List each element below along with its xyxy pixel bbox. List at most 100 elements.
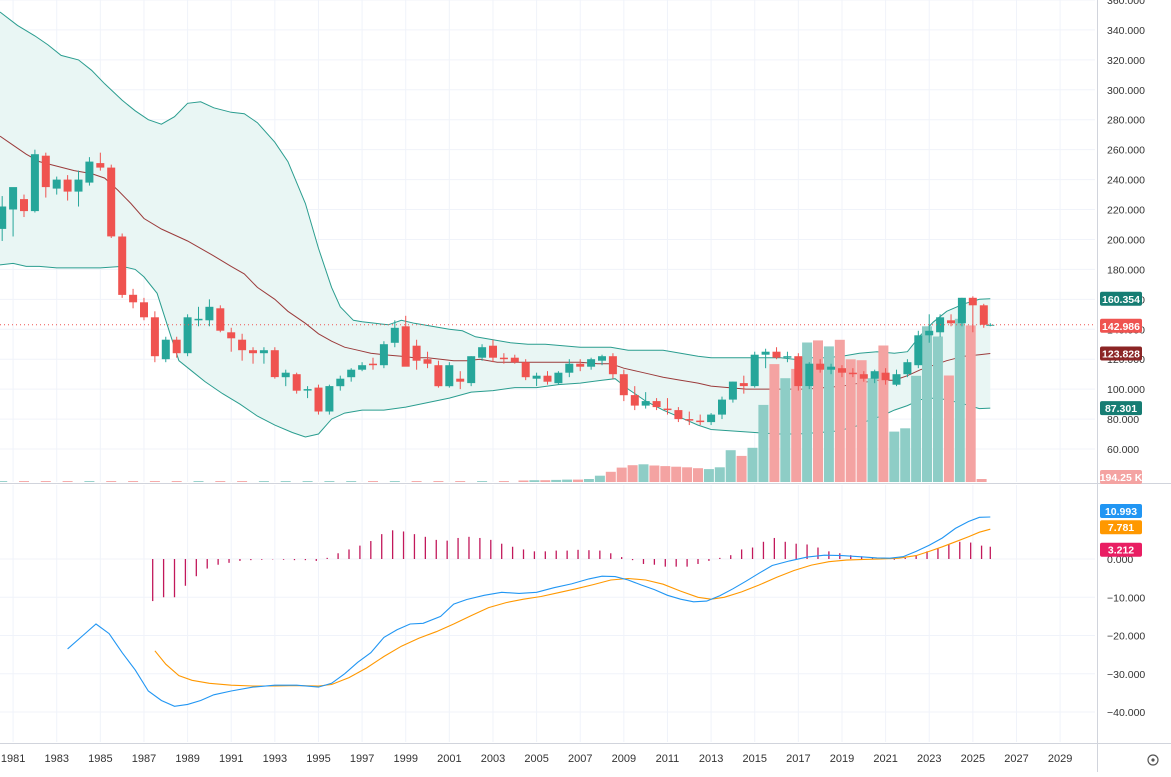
x-tick-label: 1993: [263, 753, 287, 765]
candle[interactable]: [456, 371, 465, 390]
candle[interactable]: [925, 314, 934, 343]
candle[interactable]: [401, 315, 410, 367]
candle[interactable]: [652, 398, 661, 411]
candle[interactable]: [794, 353, 803, 391]
candle[interactable]: [554, 371, 563, 385]
candle[interactable]: [303, 386, 312, 399]
candle[interactable]: [270, 347, 279, 379]
candle[interactable]: [379, 341, 388, 369]
candle[interactable]: [281, 369, 290, 387]
candle[interactable]: [358, 362, 367, 372]
candle[interactable]: [619, 369, 628, 402]
candle[interactable]: [881, 368, 890, 385]
candle[interactable]: [750, 351, 759, 388]
candle[interactable]: [347, 368, 356, 382]
candle[interactable]: [150, 311, 159, 363]
candle[interactable]: [859, 371, 868, 382]
candle[interactable]: [598, 354, 606, 366]
candle[interactable]: [772, 347, 781, 360]
candle-body: [587, 359, 596, 367]
candle[interactable]: [325, 384, 334, 415]
candle[interactable]: [630, 386, 639, 411]
candle[interactable]: [216, 305, 225, 333]
candle-body: [467, 356, 476, 384]
candle[interactable]: [336, 375, 345, 391]
candle[interactable]: [205, 299, 214, 327]
candle[interactable]: [761, 348, 770, 369]
candle[interactable]: [9, 187, 18, 237]
candle[interactable]: [194, 306, 203, 327]
candle[interactable]: [74, 170, 83, 207]
candle[interactable]: [30, 149, 39, 213]
candle[interactable]: [423, 351, 432, 369]
candle[interactable]: [816, 359, 825, 373]
candle[interactable]: [390, 320, 399, 348]
candle[interactable]: [979, 303, 988, 328]
candle[interactable]: [986, 323, 995, 327]
volume-bar: [660, 466, 671, 482]
candle[interactable]: [805, 362, 814, 390]
candle[interactable]: [249, 347, 257, 364]
candle[interactable]: [259, 347, 268, 364]
candle[interactable]: [838, 365, 846, 378]
candle[interactable]: [412, 339, 421, 370]
candle[interactable]: [543, 371, 552, 385]
candle[interactable]: [292, 372, 301, 394]
candle[interactable]: [96, 152, 105, 171]
candle[interactable]: [947, 314, 955, 327]
candle[interactable]: [107, 164, 116, 238]
candle[interactable]: [41, 152, 50, 198]
candle[interactable]: [968, 296, 977, 333]
candle[interactable]: [314, 384, 323, 415]
candle[interactable]: [445, 362, 454, 388]
candle[interactable]: [532, 372, 541, 387]
candle[interactable]: [848, 368, 857, 378]
candle[interactable]: [20, 194, 28, 218]
candle[interactable]: [608, 353, 617, 379]
candle[interactable]: [183, 314, 192, 357]
candle[interactable]: [238, 333, 247, 361]
candle[interactable]: [685, 411, 694, 426]
candle[interactable]: [510, 354, 519, 364]
candle[interactable]: [957, 297, 966, 327]
candle[interactable]: [85, 157, 94, 186]
candle[interactable]: [172, 336, 181, 358]
candle[interactable]: [641, 392, 650, 409]
candle[interactable]: [728, 381, 737, 403]
candle[interactable]: [499, 353, 508, 364]
candle[interactable]: [707, 413, 716, 426]
candle[interactable]: [827, 363, 836, 375]
candle[interactable]: [118, 233, 127, 298]
candle[interactable]: [369, 357, 377, 370]
candle[interactable]: [161, 336, 170, 363]
candle[interactable]: [903, 359, 912, 378]
candle[interactable]: [870, 369, 879, 384]
candle[interactable]: [565, 359, 574, 378]
candle[interactable]: [227, 327, 236, 352]
candle[interactable]: [52, 176, 61, 195]
candles[interactable]: [0, 149, 1095, 426]
candle[interactable]: [0, 196, 7, 241]
gear-icon[interactable]: [1147, 754, 1159, 766]
candle[interactable]: [674, 407, 683, 423]
candle[interactable]: [892, 369, 901, 387]
candle[interactable]: [521, 359, 530, 381]
candle[interactable]: [129, 288, 138, 309]
candle[interactable]: [718, 396, 726, 420]
candle[interactable]: [587, 357, 596, 370]
candle[interactable]: [914, 330, 923, 369]
candle[interactable]: [478, 344, 487, 361]
candle[interactable]: [739, 375, 748, 394]
candle[interactable]: [140, 297, 148, 321]
candle[interactable]: [489, 339, 497, 363]
candle[interactable]: [696, 414, 705, 426]
candle-body: [543, 375, 552, 382]
candle[interactable]: [434, 360, 443, 388]
candle[interactable]: [576, 359, 585, 372]
candle[interactable]: [63, 175, 72, 201]
candle[interactable]: [663, 398, 672, 415]
candle[interactable]: [467, 356, 476, 387]
candle[interactable]: [783, 351, 792, 363]
